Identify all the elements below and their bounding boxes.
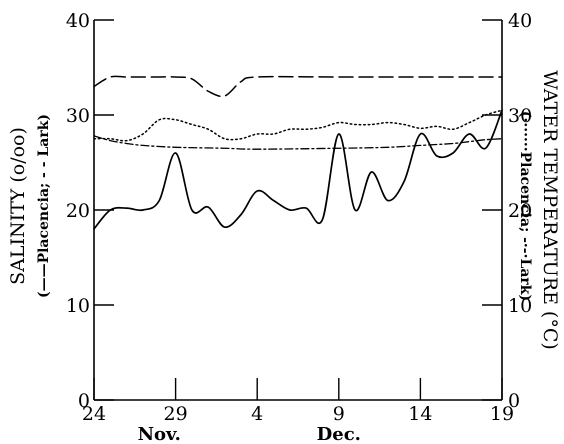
- x-tick-label: 4: [251, 403, 263, 425]
- left-axis-legend-note: (——Placencia; - - Lark): [36, 114, 52, 298]
- right-y-tick-label: 10: [508, 295, 532, 317]
- series-temperature-lark: [93, 135, 503, 150]
- series-temperature-placencia: [93, 109, 503, 142]
- month-label: Dec.: [317, 424, 361, 444]
- right-y-tick-label: 0: [508, 390, 520, 412]
- left-y-tick-label: 10: [66, 295, 90, 317]
- x-tick-label: 19: [490, 403, 514, 425]
- x-tick-label: 24: [82, 403, 106, 425]
- right-y-tick-label: 40: [508, 10, 532, 32]
- right-y-tick-label: 20: [508, 200, 532, 222]
- right-axis-legend-note: (·······Placencia; -·-·Lark): [517, 111, 533, 301]
- right-axis-title: WATER TEMPERATURE (°C): [539, 70, 561, 350]
- series-salinity-placencia: [93, 109, 503, 230]
- labels-group: 0 10 20 30 40 0 10 20 30 40 24 29 4 9 14 19 Nov. Dec.: [66, 10, 532, 444]
- left-y-tick-label: 30: [66, 105, 90, 127]
- left-axis-title: SALINITY (o/oo): [7, 127, 29, 285]
- x-tick-label: 9: [333, 403, 345, 425]
- left-y-tick-label: 0: [78, 390, 90, 412]
- left-y-tick-label: 20: [66, 200, 90, 222]
- month-label: Nov.: [138, 424, 181, 444]
- ticks-group: [93, 19, 503, 401]
- right-y-tick-label: 30: [508, 105, 532, 127]
- series-group: [93, 75, 503, 230]
- left-y-tick-label: 40: [66, 10, 90, 32]
- series-salinity-lark: [93, 75, 503, 98]
- x-tick-label: 29: [164, 403, 188, 425]
- x-tick-label: 14: [408, 403, 432, 425]
